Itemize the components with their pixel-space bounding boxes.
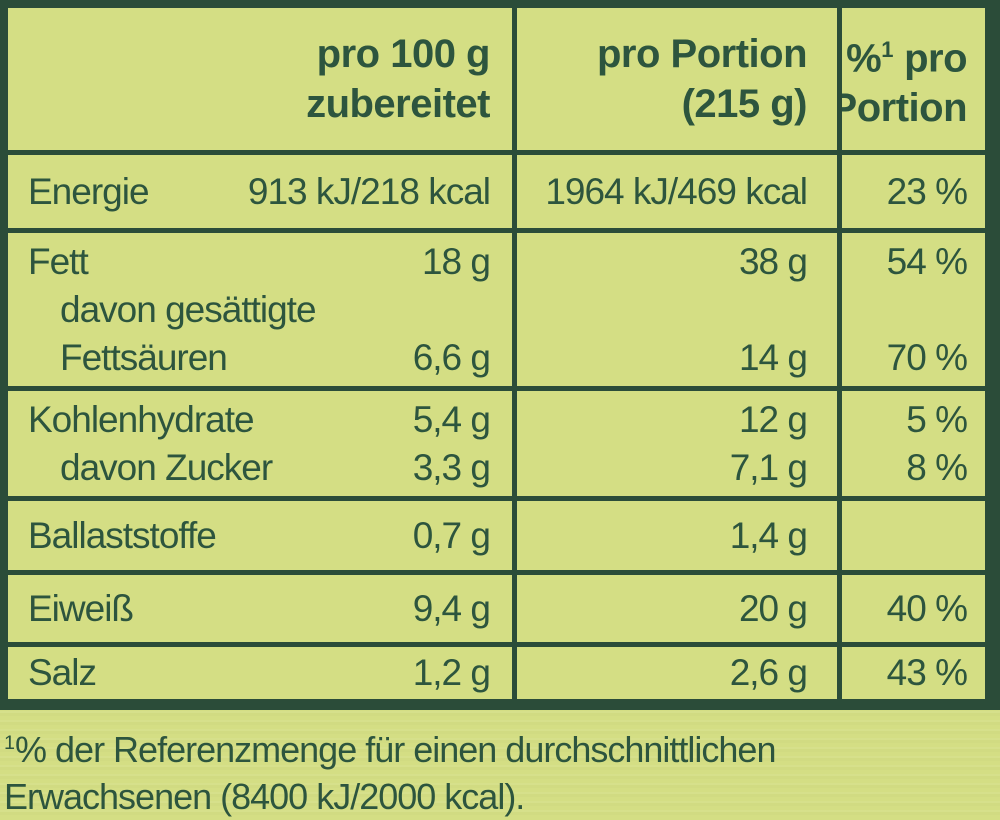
- header-per-portion: pro Portion (215 g): [517, 8, 837, 150]
- kohlenhydrate-portion-line: 12 g: [517, 396, 808, 444]
- fett-portion-line: 38 g: [517, 238, 808, 286]
- spacer-line: [517, 286, 807, 334]
- footnote-text-line2: Erwachsenen (8400 kJ/2000 kcal).: [4, 776, 525, 817]
- gesaettigte-line1: davon gesättigte: [28, 286, 490, 334]
- eiweiss-percent: 40 %: [886, 587, 968, 629]
- header-per-portion-line1: pro Portion: [596, 32, 808, 76]
- salz-per-100g: 1,2 g: [412, 652, 491, 693]
- ballaststoffe-per-portion: 1,4 g: [729, 514, 808, 556]
- salz-percent: 43 %: [886, 652, 968, 693]
- kohlenhydrate-per-100g: 5,4 g: [412, 398, 491, 440]
- row-kohlenhydrate-label-cell: Kohlenhydrate 5,4 g davon Zucker 3,3 g: [8, 391, 512, 496]
- row-energie-label-cell: Energie 913 kJ/218 kcal: [8, 155, 512, 228]
- footnote-line2: Erwachsenen (8400 kJ/2000 kcal).: [4, 773, 994, 820]
- zucker-per-100g: 3,3 g: [412, 446, 491, 488]
- fettsaeuren-per-portion: 14 g: [738, 336, 808, 378]
- header-pro-text: pro: [893, 36, 967, 81]
- nutrient-label-fettsaeuren: Fettsäuren: [60, 336, 228, 378]
- row-ballaststoffe-percent-cell: [842, 501, 985, 570]
- footnote-line1: 1% der Referenzmenge für einen durchschn…: [4, 720, 994, 773]
- row-kohlenhydrate-portion-cell: 12 g 7,1 g: [517, 391, 837, 496]
- row-ballaststoffe-portion-cell: 1,4 g: [517, 501, 837, 570]
- eiweiss-per-100g: 9,4 g: [412, 587, 491, 629]
- nutrient-label-fett: Fett: [28, 240, 89, 282]
- kohlenhydrate-line: Kohlenhydrate 5,4 g: [28, 396, 491, 444]
- row-fett-percent-cell: 54 % 70 %: [842, 233, 985, 386]
- energie-per-portion: 1964 kJ/469 kcal: [545, 170, 808, 212]
- row-salz-percent-cell: 43 %: [842, 647, 985, 699]
- nutrient-label-kohlenhydrate: Kohlenhydrate: [28, 398, 255, 440]
- footnote-marker: 1: [4, 732, 16, 754]
- kohlenhydrate-per-portion: 12 g: [738, 398, 808, 440]
- header-per-100g-line2: zubereitet: [306, 82, 490, 126]
- row-kohlenhydrate-percent-cell: 5 % 8 %: [842, 391, 985, 496]
- kohlenhydrate-percent: 5 %: [906, 398, 968, 440]
- fett-per-portion: 38 g: [738, 240, 808, 282]
- row-eiweiss-label-cell: Eiweiß 9,4 g: [8, 575, 512, 642]
- header-per-100g-line1: pro 100 g: [316, 32, 491, 76]
- nutrient-label-eiweiss: Eiweiß: [28, 587, 134, 629]
- ballaststoffe-per-100g: 0,7 g: [412, 514, 491, 556]
- fettsaeuren-per-100g: 6,6 g: [412, 336, 491, 378]
- header-percent-line2: Portion: [842, 86, 968, 131]
- nutrition-table: pro 100 g zubereitet pro Portion (215 g)…: [0, 0, 1000, 710]
- header-percent-line1: %1 pro: [846, 25, 967, 83]
- reference-footnote: 1% der Referenzmenge für einen durchschn…: [0, 710, 1000, 820]
- row-ballaststoffe-label-cell: Ballaststoffe 0,7 g: [8, 501, 512, 570]
- fett-per-100g: 18 g: [421, 240, 491, 282]
- footnote-text-line1: % der Referenzmenge für einen durchschni…: [15, 729, 776, 770]
- fettsaeuren-percent: 70 %: [886, 336, 968, 378]
- eiweiss-per-portion: 20 g: [738, 587, 808, 629]
- zucker-per-portion: 7,1 g: [729, 446, 808, 488]
- header-per-100g: pro 100 g zubereitet: [8, 8, 512, 150]
- nutrient-label-zucker: davon Zucker: [60, 446, 273, 488]
- zucker-portion-line: 7,1 g: [517, 444, 808, 492]
- row-salz-label-cell: Salz 1,2 g: [8, 647, 512, 699]
- header-percent-portion: %1 pro Portion: [842, 8, 985, 150]
- fett-percent: 54 %: [886, 240, 968, 282]
- row-fett-label-cell: Fett 18 g davon gesättigte Fettsäuren 6,…: [8, 233, 512, 386]
- fettsaeuren-portion-line: 14 g: [517, 334, 808, 382]
- fett-percent-line: 54 %: [842, 238, 968, 286]
- nutrient-label-gesaettigte: davon gesättigte: [60, 288, 317, 330]
- salz-per-portion: 2,6 g: [729, 652, 808, 693]
- row-energie-portion-cell: 1964 kJ/469 kcal: [517, 155, 837, 228]
- row-fett-portion-cell: 38 g 14 g: [517, 233, 837, 386]
- fettsaeuren-line: Fettsäuren 6,6 g: [28, 334, 491, 382]
- row-eiweiss-percent-cell: 40 %: [842, 575, 985, 642]
- energie-percent: 23 %: [886, 170, 968, 212]
- nutrient-label-salz: Salz: [28, 652, 97, 693]
- zucker-percent: 8 %: [906, 446, 968, 488]
- percent-sign: %: [846, 36, 882, 81]
- footnote-marker: 1: [881, 36, 894, 62]
- zucker-percent-line: 8 %: [842, 444, 968, 492]
- spacer-line: [842, 286, 967, 334]
- nutrient-label-ballaststoffe: Ballaststoffe: [28, 514, 217, 556]
- zucker-line: davon Zucker 3,3 g: [28, 444, 491, 492]
- fettsaeuren-percent-line: 70 %: [842, 334, 968, 382]
- kohlenhydrate-percent-line: 5 %: [842, 396, 968, 444]
- header-per-portion-line2: (215 g): [681, 82, 808, 126]
- row-energie-percent-cell: 23 %: [842, 155, 985, 228]
- row-eiweiss-portion-cell: 20 g: [517, 575, 837, 642]
- fett-line: Fett 18 g: [28, 238, 491, 286]
- nutrient-label-energie: Energie: [28, 170, 150, 212]
- energie-per-100g: 913 kJ/218 kcal: [247, 170, 491, 212]
- row-salz-portion-cell: 2,6 g: [517, 647, 837, 699]
